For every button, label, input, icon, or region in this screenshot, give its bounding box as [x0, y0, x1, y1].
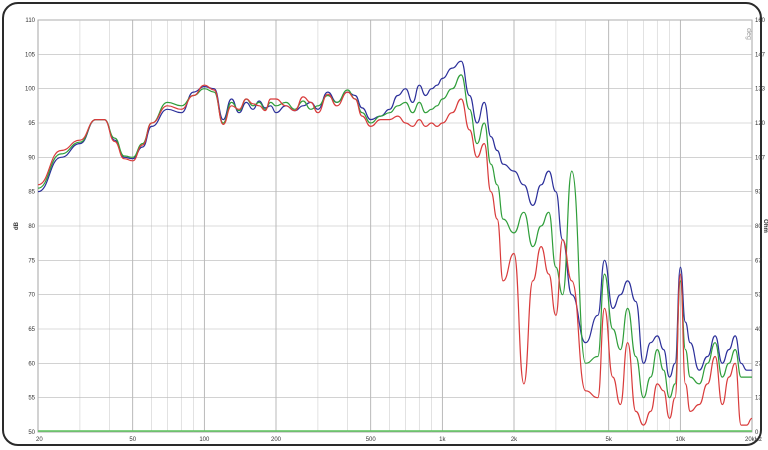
y2-tick-label: 53 — [755, 293, 762, 299]
y-tick-label: 110 — [25, 18, 35, 24]
x-tick-label: 20 — [36, 437, 43, 443]
y-tick-label: 50 — [28, 430, 35, 436]
y2-tick-label: 80 — [755, 224, 762, 230]
y2-tick-label: 40 — [755, 327, 762, 333]
x-tick-label: 100 — [199, 437, 210, 443]
y-tick-label: 75 — [28, 258, 35, 264]
y-tick-label: 85 — [28, 190, 35, 196]
y2-tick-label: 27 — [755, 361, 762, 367]
y-tick-label: 80 — [28, 224, 35, 230]
y-tick-label: 90 — [28, 155, 35, 161]
y2-axis-label: Ohm — [762, 219, 768, 233]
y-tick-label: 100 — [25, 87, 36, 93]
y2-tick-label: 0 — [755, 430, 759, 436]
series-group — [37, 60, 753, 432]
x-tick-label: 5k — [606, 437, 613, 443]
y-tick-label: 95 — [28, 121, 35, 127]
x-tick-label: 200 — [271, 437, 282, 443]
x-tick-label: 50 — [129, 437, 136, 443]
y-axis-label: dB — [14, 221, 20, 230]
y-tick-label: 55 — [28, 396, 35, 402]
x-tick-label: 500 — [366, 437, 377, 443]
y2-tick-label: 160 — [755, 18, 766, 24]
x-tick-label: 20kHz — [745, 437, 762, 443]
y2-tick-label: 67 — [755, 258, 762, 264]
y-tick-label: 105 — [25, 52, 36, 58]
y2-tick-label: 120 — [755, 121, 766, 127]
grid — [37, 19, 753, 433]
x-tick-label: 10k — [676, 437, 687, 443]
series-line-2 — [37, 84, 753, 426]
y2-tick-label: 93 — [755, 190, 762, 196]
y2-tick-label: 107 — [755, 155, 766, 161]
y2-tick-label: 13 — [755, 396, 762, 402]
y2-tick-label: 133 — [755, 87, 766, 93]
y-tick-label: 70 — [28, 293, 35, 299]
corner-label: deg — [745, 28, 752, 40]
axis-labels: 20 50 100 200 500 1k 2k 5k 10k 20kHz5055606570758… — [14, 18, 768, 443]
x-tick-label: 2k — [511, 437, 518, 443]
y-tick-label: 65 — [28, 327, 35, 333]
y2-tick-label: 147 — [755, 52, 766, 58]
x-tick-label: 1k — [439, 437, 446, 443]
y-tick-label: 60 — [28, 361, 35, 367]
